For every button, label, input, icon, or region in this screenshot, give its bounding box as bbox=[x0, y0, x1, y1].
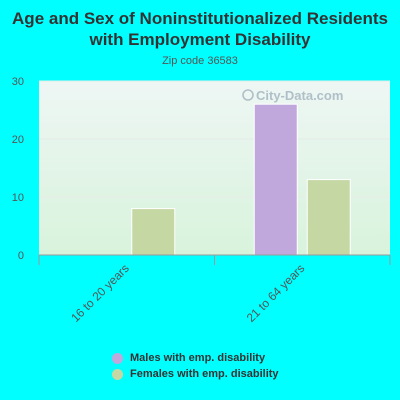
chart-title: Age and Sex of Noninstitutionalized Resi… bbox=[12, 9, 388, 49]
y-tick-label: 10 bbox=[12, 192, 24, 204]
legend-swatch bbox=[112, 368, 123, 380]
bar[interactable] bbox=[253, 103, 298, 256]
x-tick-label: 21 to 64 years bbox=[244, 261, 308, 325]
legend-label: Males with emp. disability bbox=[130, 352, 266, 364]
legend-label: Females with emp. disability bbox=[130, 368, 279, 380]
x-tick-label: 16 to 20 years bbox=[68, 261, 132, 325]
legend-item[interactable]: Females with emp. disability bbox=[112, 366, 279, 382]
bar[interactable] bbox=[306, 179, 351, 256]
y-tick-label: 0 bbox=[18, 250, 24, 262]
magnifier-icon bbox=[242, 89, 254, 101]
watermark-text: City-Data.com bbox=[256, 88, 343, 103]
legend: Males with emp. disability Females with e… bbox=[112, 350, 279, 382]
watermark: City-Data.com bbox=[242, 88, 343, 103]
bar[interactable] bbox=[131, 208, 176, 256]
y-tick-label: 30 bbox=[12, 76, 24, 88]
legend-swatch bbox=[112, 352, 123, 364]
chart-subtitle: Zip code 36583 bbox=[162, 55, 238, 67]
y-tick-label: 20 bbox=[12, 134, 24, 146]
legend-item[interactable]: Males with emp. disability bbox=[112, 350, 279, 366]
